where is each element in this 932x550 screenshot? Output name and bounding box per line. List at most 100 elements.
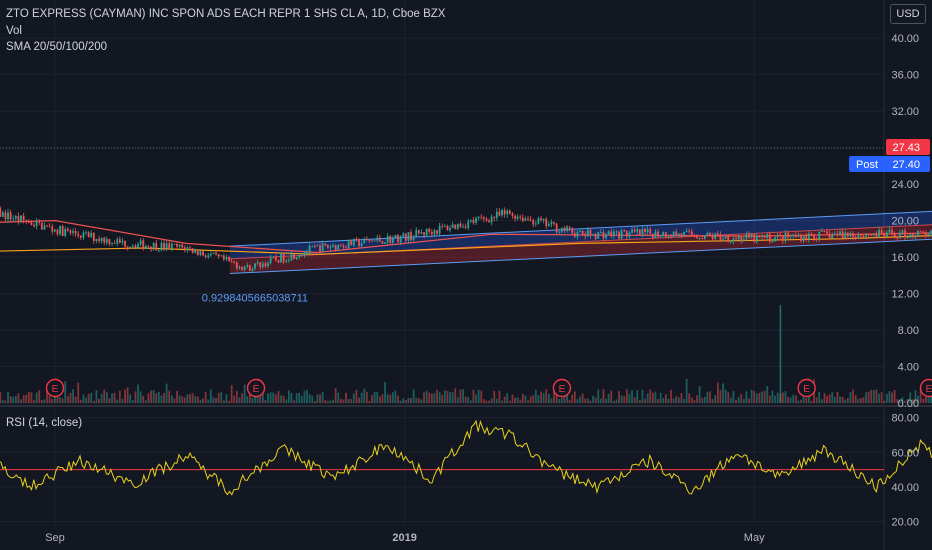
- price-tick-label: 24.00: [891, 179, 919, 191]
- volume-bar: [732, 391, 735, 403]
- candle-body: [168, 243, 171, 249]
- volume-bar: [852, 389, 854, 403]
- volume-bar: [558, 399, 561, 403]
- candle-body: [196, 249, 199, 255]
- volume-bar: [550, 398, 553, 403]
- candle-body: [789, 236, 792, 238]
- candle-body: [742, 239, 745, 242]
- candle-body: [521, 217, 524, 221]
- candle-body: [568, 226, 571, 229]
- volume-bar: [774, 395, 776, 403]
- volume-bar: [480, 390, 483, 403]
- volume-bar: [768, 395, 771, 403]
- candle-body: [454, 224, 457, 229]
- volume-bar: [581, 393, 584, 403]
- earnings-marker[interactable]: [797, 378, 816, 398]
- currency-button[interactable]: USD: [890, 4, 926, 24]
- candle-body: [537, 218, 540, 224]
- volume-bar: [685, 378, 688, 403]
- volume-bar: [69, 393, 72, 403]
- candle-body: [820, 231, 823, 232]
- candle-body: [33, 224, 35, 227]
- volume-bar: [116, 399, 119, 403]
- earnings-marker[interactable]: [246, 378, 266, 398]
- candle-body: [519, 216, 522, 218]
- event-markers[interactable]: EEEEEEEEEEEEDD: [45, 378, 932, 398]
- candle-body: [404, 233, 407, 241]
- volume-bar: [415, 397, 418, 403]
- candle-body: [157, 250, 160, 252]
- candle-body: [212, 252, 215, 254]
- volume-bar: [649, 389, 652, 403]
- candle-body: [670, 236, 672, 238]
- volume-bar: [46, 389, 48, 403]
- earnings-marker[interactable]: [45, 378, 65, 398]
- candle-body: [914, 235, 917, 238]
- candle-body: [495, 211, 498, 218]
- volume-bar: [51, 399, 54, 403]
- candle-body: [267, 262, 269, 267]
- volume-bar: [384, 382, 386, 403]
- candle-body: [319, 245, 321, 253]
- candle-body: [805, 236, 808, 240]
- post-price-badge[interactable]: [849, 156, 930, 172]
- volume-bar: [425, 390, 428, 403]
- post-label: Post: [856, 159, 878, 171]
- volume-bar: [306, 389, 308, 403]
- candle-body: [449, 228, 451, 231]
- candle-body: [612, 231, 615, 237]
- time-axis[interactable]: Sep2019MaySep2020MaySep2021MaySep: [45, 532, 932, 544]
- candle-body: [644, 229, 646, 233]
- channel-upper-line[interactable]: [229, 90, 932, 247]
- candle-body: [233, 261, 236, 263]
- volume-bar: [295, 393, 298, 403]
- volume-bar: [748, 398, 750, 403]
- volume-bar: [766, 385, 769, 403]
- volume-bar: [711, 399, 714, 403]
- chart-title[interactable]: ZTO EXPRESS (CAYMAN) INC SPON ADS EACH R…: [6, 8, 446, 20]
- volume-bar: [207, 399, 210, 403]
- candle-body: [155, 243, 158, 251]
- candle-body: [384, 242, 386, 244]
- candle-body: [420, 232, 423, 234]
- candle-body: [930, 230, 932, 234]
- last-price-badge[interactable]: [886, 139, 930, 155]
- candle-body: [230, 260, 233, 262]
- candle-body: [170, 243, 173, 249]
- volume-bar: [521, 393, 524, 403]
- candle-body: [345, 247, 347, 249]
- volume-bar: [209, 389, 212, 403]
- candle-body: [308, 245, 311, 253]
- volume-legend[interactable]: Vol: [6, 25, 22, 37]
- candle-body: [438, 225, 441, 234]
- candle-body: [394, 234, 397, 238]
- candle-body: [38, 221, 41, 223]
- volume-bar: [420, 399, 423, 403]
- candle-body: [118, 239, 121, 243]
- sma-legend[interactable]: SMA 20/50/100/200: [6, 41, 108, 53]
- candle-body: [4, 212, 7, 220]
- candle-body: [594, 234, 597, 239]
- volume-bar: [589, 400, 592, 403]
- channel-lower-line[interactable]: [229, 120, 932, 274]
- candle-body: [690, 231, 693, 236]
- volume-bar: [833, 397, 836, 403]
- candle-body: [9, 212, 12, 220]
- volume-bar: [389, 394, 392, 403]
- candle-body: [142, 240, 145, 249]
- volume-bar: [43, 399, 46, 403]
- earnings-marker[interactable]: [552, 378, 572, 398]
- volume-bar: [724, 389, 727, 403]
- candle-body: [883, 233, 886, 237]
- candle-body: [235, 262, 238, 269]
- price-axis[interactable]: 0.004.008.0012.0016.0020.0024.0028.0032.…: [849, 33, 930, 529]
- volume-bar: [59, 397, 61, 403]
- earnings-marker[interactable]: [919, 378, 932, 398]
- candle-body: [254, 263, 256, 269]
- volume-bar: [469, 400, 472, 403]
- volume-bar: [784, 391, 787, 403]
- candle-body: [719, 234, 722, 240]
- volume-bar: [350, 399, 353, 403]
- volume-bar: [527, 400, 529, 403]
